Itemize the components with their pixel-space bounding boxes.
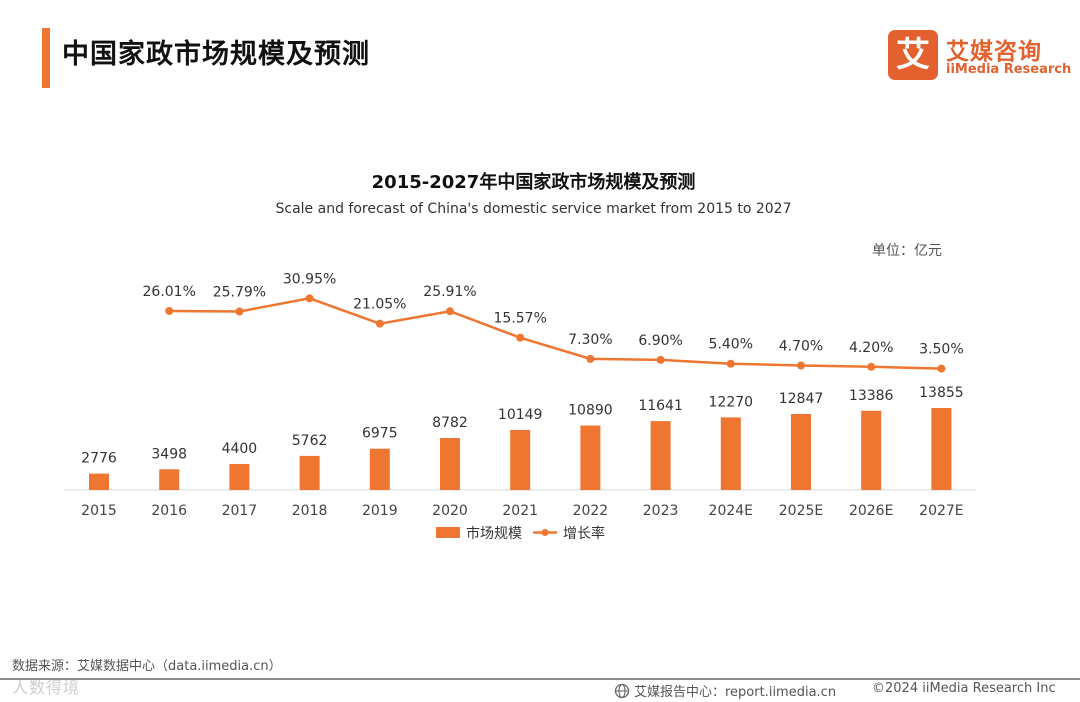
growth-point-2025E bbox=[797, 361, 805, 370]
bar-2022 bbox=[580, 425, 601, 490]
x-tick-2017: 2017 bbox=[222, 503, 258, 519]
legend-bar-swatch bbox=[436, 527, 460, 538]
bar-label-2023: 11641 bbox=[638, 398, 683, 414]
bar-label-2026E: 13386 bbox=[849, 388, 894, 404]
growth-point-2027E bbox=[937, 364, 946, 373]
x-tick-2016: 2016 bbox=[151, 503, 187, 519]
x-tick-2025E: 2025E bbox=[779, 503, 823, 519]
bar-label-2019: 6975 bbox=[362, 426, 398, 442]
legend-line-marker bbox=[541, 529, 549, 536]
globe-icon bbox=[614, 683, 630, 698]
bar-2018 bbox=[299, 455, 320, 490]
legend-bar-label: 市场规模 bbox=[466, 525, 522, 542]
growth-point-2021 bbox=[516, 333, 525, 342]
bar-label-2020: 8782 bbox=[432, 415, 468, 431]
growth-point-2016 bbox=[165, 306, 174, 315]
growth-point-2022 bbox=[586, 354, 595, 363]
bar-2024E bbox=[720, 417, 741, 490]
bar-2019 bbox=[369, 448, 390, 490]
watermark: 人数得境 bbox=[12, 678, 81, 697]
growth-label-2017: 25.79% bbox=[213, 285, 266, 301]
growth-point-2020 bbox=[446, 307, 454, 316]
bar-2015 bbox=[89, 473, 109, 490]
bar-label-2018: 5762 bbox=[292, 433, 328, 449]
page-title: 中国家政市场规模及预测 bbox=[62, 39, 370, 70]
growth-point-2017 bbox=[235, 307, 244, 316]
x-tick-2015: 2015 bbox=[81, 503, 117, 519]
footer-divider bbox=[0, 678, 1080, 680]
report-center: 艾媒报告中心：report.iimedia.cn bbox=[614, 681, 836, 700]
x-tick-2027E: 2027E bbox=[919, 503, 963, 519]
growth-label-2020: 25.91% bbox=[423, 284, 476, 300]
x-tick-2019: 2019 bbox=[362, 503, 398, 519]
bar-2017 bbox=[229, 463, 250, 490]
x-tick-2021: 2021 bbox=[502, 503, 538, 519]
growth-point-2018 bbox=[305, 294, 314, 303]
logo-mark: 艾 bbox=[888, 30, 938, 80]
bar-2026E bbox=[861, 410, 882, 490]
growth-point-2026E bbox=[867, 362, 876, 371]
growth-label-2023: 6.90% bbox=[638, 333, 682, 349]
growth-label-2024E: 5.40% bbox=[709, 337, 753, 353]
x-tick-2022: 2022 bbox=[573, 503, 609, 519]
copyright: ©2024 iiMedia Research Inc bbox=[872, 681, 1056, 696]
report-center-text: 艾媒报告中心：report.iimedia.cn bbox=[634, 685, 837, 700]
growth-label-2027E: 3.50% bbox=[919, 342, 963, 358]
bar-2023 bbox=[650, 421, 671, 490]
bar-2027E bbox=[931, 408, 952, 490]
growth-point-2019 bbox=[375, 319, 384, 328]
chart-title: 2015-2027年中国家政市场规模及预测 bbox=[371, 172, 696, 193]
unit-label: 单位：亿元 bbox=[872, 243, 942, 259]
legend-line-label: 增长率 bbox=[563, 525, 605, 542]
x-tick-2023: 2023 bbox=[643, 503, 679, 519]
x-tick-2020: 2020 bbox=[432, 503, 468, 519]
x-tick-2024E: 2024E bbox=[709, 503, 753, 519]
bar-label-2024E: 12270 bbox=[709, 394, 754, 410]
bar-2021 bbox=[510, 429, 531, 490]
growth-label-2016: 26.01% bbox=[143, 284, 196, 300]
growth-point-2024E bbox=[726, 359, 735, 368]
growth-rate-line bbox=[169, 297, 942, 370]
bar-label-2025E: 12847 bbox=[779, 391, 824, 407]
bar-label-2016: 3498 bbox=[151, 446, 187, 462]
growth-label-2026E: 4.20% bbox=[849, 340, 893, 356]
bar-2016 bbox=[159, 469, 180, 490]
title-accent-bar bbox=[42, 28, 50, 88]
growth-label-2021: 15.57% bbox=[494, 311, 547, 327]
logo-name-cn: 艾媒咨询 bbox=[946, 39, 1042, 65]
iimedia-logo: 艾 艾媒咨询 iiMedia Research bbox=[888, 30, 1071, 82]
growth-label-2022: 7.30% bbox=[568, 332, 612, 348]
bar-label-2022: 10890 bbox=[568, 403, 613, 419]
growth-label-2018: 30.95% bbox=[283, 271, 336, 287]
x-tick-2026E: 2026E bbox=[849, 503, 893, 519]
growth-point-2023 bbox=[656, 355, 665, 364]
growth-label-2025E: 4.70% bbox=[779, 339, 823, 355]
bar-label-2017: 4400 bbox=[222, 441, 258, 457]
bar-label-2015: 2776 bbox=[81, 451, 117, 467]
x-tick-2018: 2018 bbox=[292, 503, 328, 519]
logo-name-en: iiMedia Research bbox=[946, 62, 1072, 77]
bar-label-2021: 10149 bbox=[498, 407, 543, 423]
bar-label-2027E: 13855 bbox=[919, 385, 964, 401]
growth-label-2019: 21.05% bbox=[353, 297, 406, 313]
bar-2020 bbox=[440, 438, 460, 490]
bar-2025E bbox=[791, 413, 811, 490]
chart-subtitle: Scale and forecast of China's domestic s… bbox=[275, 201, 792, 217]
data-source: 数据来源：艾媒数据中心（data.iimedia.cn） bbox=[12, 659, 282, 674]
